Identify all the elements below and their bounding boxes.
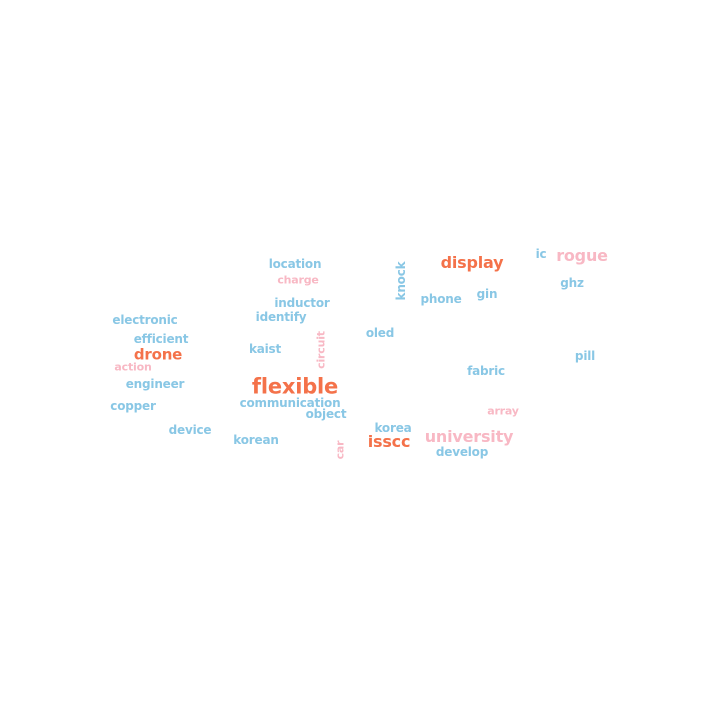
word-copper: copper [110,399,156,413]
word-drone: drone [133,345,183,364]
word-rogue: rogue [556,246,608,265]
word-university: university [424,427,514,446]
word-array: array [487,404,519,418]
word-engineer: engineer [125,377,185,391]
word-action: action [114,360,152,374]
word-device: device [168,423,212,437]
word-gin: gin [476,287,498,301]
word-isscc: isscc [367,432,411,451]
word-charge: charge [277,273,319,287]
word-flexible: flexible [251,374,339,399]
word-location: location [268,257,322,271]
word-develop: develop [435,445,489,459]
word-knock: knock [394,261,408,301]
word-ic: ic [535,247,547,261]
word-pill: pill [574,349,596,363]
word-efficient: efficient [133,332,189,346]
word-communication: communication [239,396,341,410]
word-inductor: inductor [274,296,330,310]
word-ghz: ghz [560,276,584,290]
word-korean: korean [233,433,279,447]
word-circuit: circuit [314,331,328,369]
word-electronic: electronic [112,313,178,327]
word-oled: oled [365,326,395,340]
word-car: car [333,440,347,460]
word-display: display [440,253,504,272]
word-kaist: kaist [248,342,282,356]
word-phone: phone [420,292,462,306]
word-korea: korea [374,421,412,435]
word-identify: identify [255,310,307,324]
word-fabric: fabric [467,364,505,378]
word-object: object [305,407,347,421]
